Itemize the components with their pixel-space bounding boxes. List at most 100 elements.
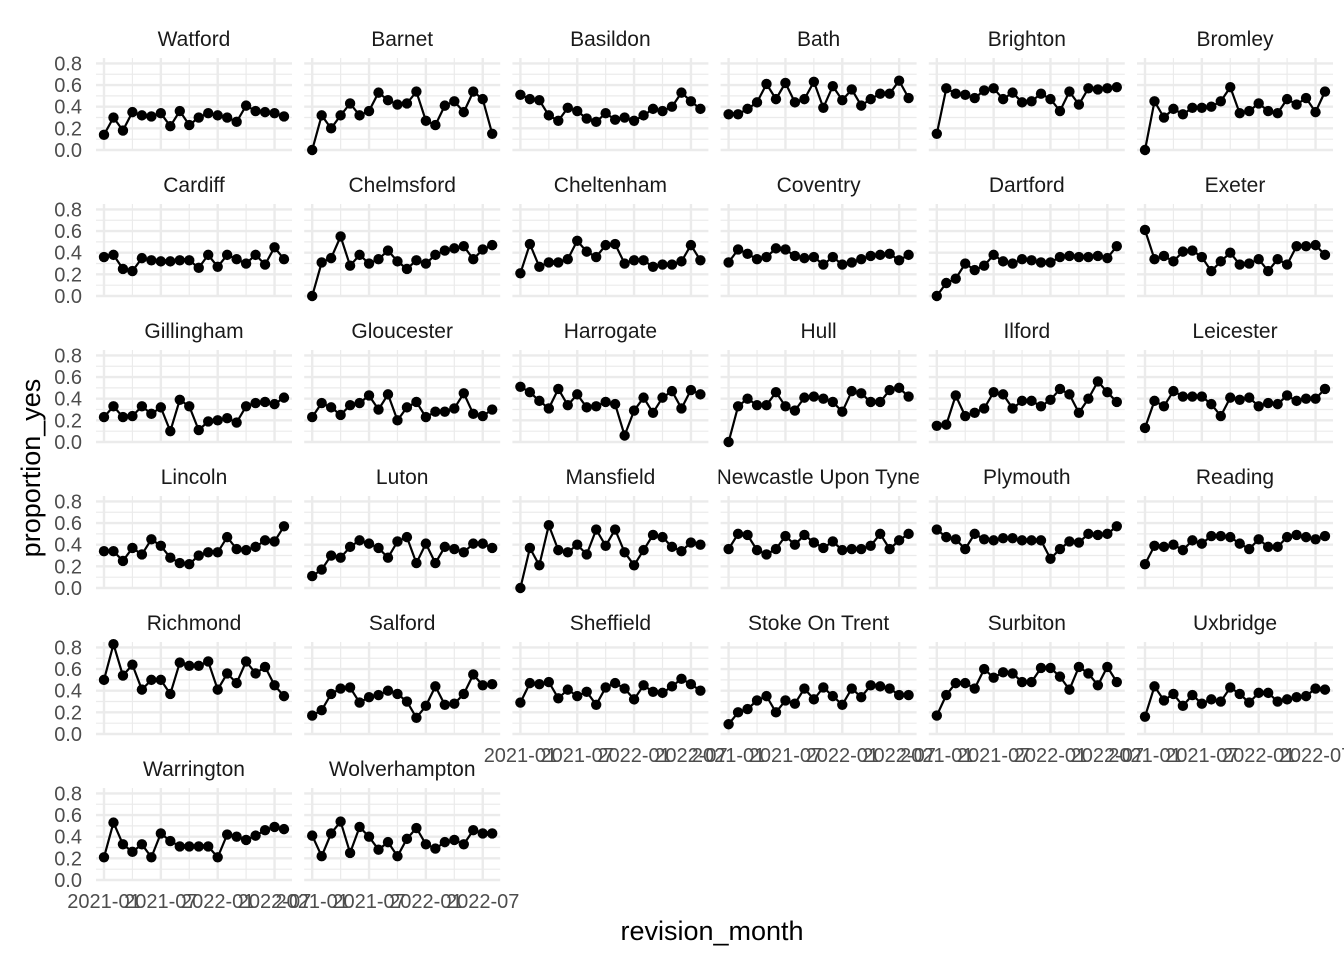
data-point: [619, 547, 630, 558]
data-point: [562, 102, 573, 113]
data-point: [969, 407, 980, 418]
data-point: [543, 110, 555, 121]
data-point: [931, 290, 942, 302]
data-point: [1064, 684, 1075, 695]
data-point: [487, 679, 498, 690]
y-tick-label: 0.2: [54, 702, 82, 724]
data-point: [439, 100, 451, 111]
y-tick-label: 0.4: [54, 827, 82, 849]
data-point: [638, 110, 649, 121]
facet-panel: Mansfield: [512, 466, 709, 594]
data-point: [1206, 530, 1217, 542]
data-point: [1234, 259, 1245, 270]
data-point: [789, 698, 801, 709]
data-point: [903, 528, 914, 540]
data-point: [401, 98, 413, 109]
data-point: [1016, 97, 1028, 108]
data-point: [1281, 93, 1293, 105]
data-point: [392, 256, 403, 267]
data-point: [136, 110, 148, 121]
data-point: [240, 258, 252, 269]
data-point: [278, 823, 290, 835]
data-point: [799, 93, 810, 105]
y-tick-label: 0.8: [54, 199, 82, 221]
data-point: [761, 690, 772, 702]
data-point: [960, 258, 971, 269]
data-point: [1291, 99, 1302, 110]
data-point: [477, 680, 488, 691]
data-point: [1234, 108, 1245, 119]
data-point: [221, 249, 233, 261]
data-point: [647, 261, 659, 272]
data-point: [534, 560, 545, 571]
data-point: [1244, 543, 1255, 555]
data-point: [808, 694, 820, 705]
data-point: [524, 677, 536, 689]
data-point: [666, 541, 678, 553]
data-point: [789, 405, 801, 416]
data-point: [449, 698, 460, 709]
data-point: [335, 231, 346, 242]
data-point: [477, 93, 488, 105]
data-point: [685, 96, 697, 107]
y-tick-label: 0.2: [54, 848, 82, 870]
data-point: [988, 249, 999, 261]
data-point: [647, 103, 659, 115]
data-point: [354, 249, 365, 261]
data-point: [978, 534, 990, 545]
facet-panel: Barnet: [304, 28, 501, 156]
data-point: [978, 663, 990, 675]
data-point: [487, 128, 498, 139]
data-point: [1300, 393, 1312, 404]
data-point: [420, 538, 432, 549]
data-point: [780, 695, 791, 706]
data-point: [165, 688, 176, 700]
data-point: [1045, 394, 1056, 405]
data-point: [553, 257, 564, 268]
facet-panel: Coventry: [720, 174, 917, 298]
data-point: [1168, 688, 1179, 700]
data-point: [1149, 395, 1160, 407]
x-tick-label: 2021-01: [275, 891, 348, 913]
data-point: [411, 255, 422, 266]
data-point: [581, 246, 592, 257]
facet-panel: Stoke On Trent 2021-012021-072022-012022-…: [692, 612, 936, 767]
x-tick-label: 2022-01: [806, 745, 879, 767]
data-point: [278, 254, 290, 265]
data-point: [1215, 256, 1226, 267]
data-point: [1225, 392, 1236, 403]
data-point: [468, 408, 479, 420]
facet-title: Leicester: [1192, 320, 1277, 343]
data-point: [676, 403, 687, 414]
y-tick-label: 0.2: [54, 118, 82, 140]
data-point: [619, 112, 630, 123]
y-tick-label: 0.8: [54, 783, 82, 805]
data-point: [969, 264, 980, 276]
data-point: [628, 255, 640, 266]
data-point: [212, 415, 223, 426]
data-point: [146, 674, 157, 686]
data-point: [997, 667, 1009, 678]
facet-panel: Cheltenham: [512, 174, 709, 298]
data-point: [818, 542, 829, 554]
data-point: [751, 97, 763, 108]
data-point: [751, 400, 763, 411]
data-point: [638, 680, 649, 691]
facet-title: Brighton: [988, 28, 1066, 51]
data-point: [354, 110, 365, 121]
data-point: [203, 841, 214, 852]
data-point: [732, 528, 744, 540]
data-point: [770, 93, 782, 105]
data-point: [363, 258, 375, 269]
data-point: [846, 543, 857, 555]
data-point: [155, 402, 167, 413]
data-point: [1111, 82, 1123, 93]
data-point: [1083, 528, 1094, 540]
data-point: [240, 656, 252, 667]
data-point: [468, 538, 479, 549]
data-point: [363, 390, 375, 401]
y-tick-label: 0.4: [54, 681, 82, 703]
x-tick-label: 2022-07: [1279, 745, 1344, 767]
data-point: [1073, 251, 1085, 263]
data-point: [1158, 401, 1170, 412]
